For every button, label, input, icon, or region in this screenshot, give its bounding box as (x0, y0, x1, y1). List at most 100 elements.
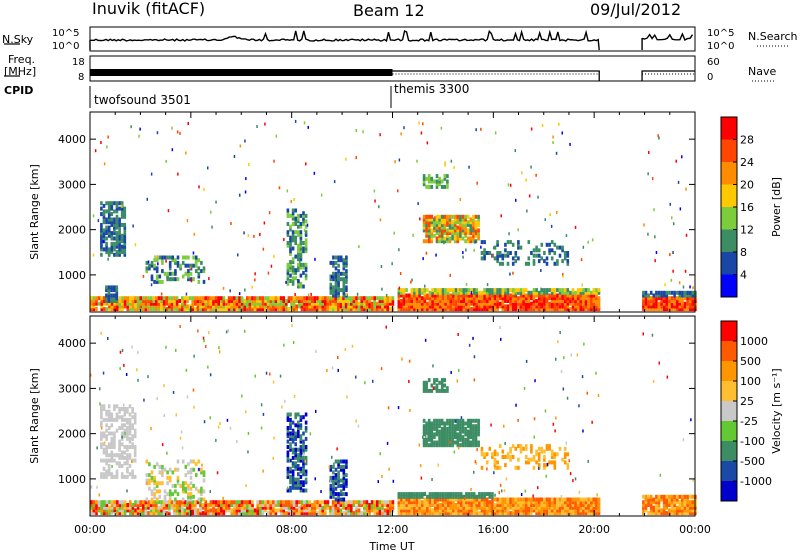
velocity-cell (453, 440, 457, 445)
velocity-cell (511, 500, 515, 505)
power-cell (105, 247, 108, 252)
power-cell (470, 291, 473, 295)
power-cell (527, 299, 531, 303)
power-cell (543, 304, 546, 309)
velocity-cell (444, 492, 447, 497)
velocity-cell (161, 470, 164, 475)
power-cell (506, 304, 510, 309)
power-cell (407, 307, 411, 312)
power-cell (105, 285, 108, 290)
velocity-cell (657, 505, 661, 510)
velocity-cell (461, 429, 465, 434)
velocity-cell (113, 508, 116, 513)
velocity-cell (668, 503, 671, 507)
velocity-cell (331, 366, 334, 370)
power-cell (644, 307, 648, 312)
power-cell (430, 231, 434, 236)
velocity-cell (527, 508, 531, 513)
velocity-cell (425, 380, 428, 385)
power-cell (444, 290, 447, 295)
power-cell (413, 307, 416, 312)
power-cell (356, 292, 359, 296)
velocity-cell (405, 508, 408, 513)
velocity-cell (530, 503, 533, 507)
velocity-cell (380, 367, 383, 371)
power-cell (253, 307, 257, 312)
velocity-cell (300, 511, 304, 516)
velocity-cell (282, 503, 285, 507)
power-cell (438, 228, 441, 233)
power-cell (130, 125, 132, 129)
power-cell (298, 299, 301, 303)
velocity-cell (363, 500, 366, 505)
power-cell (452, 288, 455, 293)
power-cell (342, 279, 346, 284)
velocity-cell (360, 511, 363, 516)
power-cell (574, 293, 577, 298)
velocity-cell (480, 497, 484, 502)
power-cell (381, 296, 384, 301)
power-cell (304, 246, 308, 251)
velocity-cell (543, 463, 546, 468)
velocity-cell (405, 511, 408, 516)
velocity-cell (496, 511, 499, 516)
power-cell (402, 288, 406, 293)
power-cell (418, 288, 421, 293)
power-cell (522, 299, 525, 303)
power-cell (316, 301, 319, 306)
velocity-cell (407, 494, 411, 499)
velocity-cell (427, 418, 431, 423)
power-cell (436, 299, 440, 303)
power-cell (433, 304, 437, 309)
power-cell (433, 228, 436, 233)
power-cell (332, 290, 335, 295)
velocity-cell (90, 511, 93, 516)
velocity-cell (144, 505, 148, 510)
velocity-cell (532, 500, 536, 505)
velocity-cell (563, 505, 567, 510)
velocity-cell (189, 481, 193, 486)
velocity-cell (168, 505, 171, 510)
power-cell (129, 299, 132, 303)
velocity-cell (514, 503, 518, 507)
velocity-cell (431, 494, 434, 499)
power-cell (459, 233, 462, 238)
velocity-cell (462, 508, 466, 513)
velocity-cell (315, 409, 317, 413)
power-cell (504, 299, 507, 303)
velocity-cell (118, 503, 122, 507)
velocity-cell (118, 464, 121, 468)
velocity-cell (466, 437, 470, 442)
power-cell (435, 220, 439, 225)
velocity-cell (691, 503, 695, 507)
power-cell (373, 296, 376, 301)
velocity-cell (115, 428, 119, 433)
power-cell (430, 228, 434, 233)
velocity-cell (131, 426, 134, 430)
power-cell (289, 238, 292, 243)
power-cell (116, 301, 119, 306)
power-cell (176, 130, 179, 134)
velocity-cell (196, 500, 200, 505)
velocity-cell (246, 503, 249, 507)
velocity-cell (443, 440, 447, 445)
velocity-cell (506, 452, 510, 457)
velocity-cell (470, 494, 473, 499)
power-cell (318, 301, 322, 306)
velocity-cell (433, 492, 437, 497)
power-cell (683, 290, 687, 295)
velocity-cell (475, 461, 478, 465)
velocity-cell (493, 465, 497, 470)
nsky-tick: 10^0 (52, 41, 79, 52)
power-cell (110, 288, 113, 293)
velocity-cell (294, 453, 297, 458)
power-cell (452, 304, 455, 309)
power-cell (420, 299, 424, 303)
power-cell (450, 293, 452, 297)
power-cell (145, 260, 149, 265)
velocity-cell (504, 442, 506, 445)
velocity-cell (446, 440, 449, 445)
velocity-cell (454, 494, 458, 499)
power-cell (154, 255, 156, 259)
velocity-cell (533, 435, 535, 439)
